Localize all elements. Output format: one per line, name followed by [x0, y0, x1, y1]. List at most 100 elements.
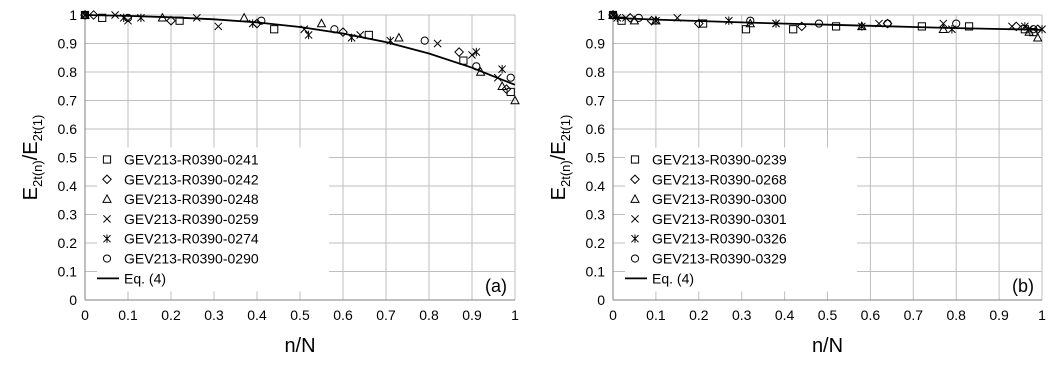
legend-marker	[102, 193, 112, 203]
data-point	[166, 15, 176, 26]
y-tick-label: 0.1	[58, 264, 78, 280]
legend-label: GEV213-R0390-0268	[652, 171, 787, 187]
data-point	[882, 18, 893, 29]
x-tick-label: 0.1	[646, 307, 666, 323]
legend-marker	[103, 234, 111, 243]
x-tick-label: 0.6	[861, 307, 881, 323]
legend-label: Eq. (4)	[124, 270, 166, 286]
data-point	[693, 18, 704, 29]
x-tick-label: 0.5	[290, 307, 310, 323]
data-point	[501, 84, 512, 95]
y-tick-label: 0.3	[586, 207, 606, 223]
legend-label: GEV213-R0390-0301	[652, 211, 787, 227]
legend-label: GEV213-R0390-0329	[652, 251, 787, 267]
x-tick-label: 0.9	[462, 307, 482, 323]
legend-box	[97, 147, 329, 292]
x-tick-label: 0	[81, 307, 89, 323]
data-point	[123, 13, 133, 22]
data-point	[634, 13, 643, 22]
y-tick-label: 0.9	[58, 36, 78, 52]
y-axis-label: E2t(n)/E2t(1)	[20, 115, 45, 201]
y-tick-label: 0.4	[586, 178, 606, 194]
y-tick-label: 0.4	[58, 178, 78, 194]
data-point	[938, 23, 949, 33]
legend-label: GEV213-R0390-0290	[124, 251, 259, 267]
y-tick-label: 0.3	[58, 207, 78, 223]
data-point	[304, 30, 313, 40]
y-tick-label: 0.8	[586, 64, 606, 80]
series-2	[80, 10, 512, 95]
data-point	[468, 50, 476, 59]
x-tick-label: 0.2	[161, 307, 181, 323]
data-point	[420, 36, 429, 45]
data-point	[939, 19, 948, 28]
legend-marker	[630, 174, 640, 185]
data-point	[394, 32, 404, 42]
y-axis-label-part: /E	[20, 141, 42, 160]
legend-marker	[103, 214, 111, 223]
y-tick-label: 0.5	[58, 150, 78, 166]
legend-label: Eq. (4)	[652, 270, 694, 286]
data-point	[88, 10, 99, 20]
x-tick-label: 0.3	[732, 307, 752, 323]
y-tick-label: 0.7	[58, 93, 78, 109]
data-point	[98, 13, 107, 22]
x-tick-label: 0.8	[946, 307, 966, 323]
legend-label: GEV213-R0390-0242	[124, 171, 259, 187]
legend-box	[625, 147, 857, 292]
x-tick-label: 1	[511, 307, 519, 323]
data-point	[651, 16, 660, 25]
legend-label: GEV213-R0390-0274	[124, 231, 259, 247]
data-point	[964, 22, 974, 31]
data-point	[698, 19, 708, 28]
data-point	[746, 16, 755, 25]
x-tick-label: 0.4	[247, 307, 267, 323]
legend-marker	[630, 193, 640, 203]
fit-line	[612, 17, 1043, 31]
x-tick-label: 0.1	[118, 307, 138, 323]
legend-label: GEV213-R0390-0300	[652, 191, 787, 207]
data-point	[1032, 32, 1043, 42]
data-point	[789, 25, 798, 34]
y-tick-label: 0.2	[58, 235, 78, 251]
y-tick-label: 0	[597, 292, 605, 308]
data-point	[952, 19, 961, 28]
x-tick-label: 0.5	[818, 307, 838, 323]
legend-label: GEV213-R0390-0239	[652, 152, 787, 168]
y-tick-label: 0.2	[586, 235, 606, 251]
y-tick-label: 1	[597, 7, 605, 23]
data-point	[433, 39, 442, 48]
y-tick-label: 0.6	[58, 121, 78, 137]
legend-marker	[102, 155, 112, 164]
data-point	[497, 80, 507, 90]
legend-label: GEV213-R0390-0241	[124, 152, 259, 168]
data-point	[741, 25, 751, 34]
x-tick-label: 0.4	[775, 307, 795, 323]
y-axis-label-part: 2t(1)	[558, 115, 573, 142]
y-tick-label: 0.1	[586, 264, 606, 280]
data-point	[257, 16, 266, 25]
chart-panel-a: 0 0.1 0.2 0.3 0.4 0.5 0.6 0.7 0.8 0.9 1 0 0.1 0.2 0.3 0…	[20, 7, 520, 357]
y-axis-label-part: E	[548, 187, 570, 200]
x-tick-label: 0.8	[419, 307, 439, 323]
legend-label: GEV213-R0390-0326	[652, 231, 787, 247]
data-point	[124, 16, 132, 25]
data-point	[270, 25, 279, 34]
data-point	[454, 47, 465, 57]
x-tick-label: 0.9	[989, 307, 1009, 323]
x-tick-label: 0.6	[333, 307, 353, 323]
y-axis-label-part: /E	[548, 141, 570, 160]
data-point	[831, 22, 841, 31]
y-tick-label: 0.8	[58, 64, 78, 80]
y-tick-label: 0.9	[586, 36, 606, 52]
x-tick-label: 0.7	[904, 307, 924, 323]
legend-marker	[102, 174, 112, 185]
y-axis-label-part: 2t(n)	[558, 160, 573, 187]
panel-label: (a)	[485, 276, 507, 296]
x-tick-label: 0.2	[689, 307, 709, 323]
legend-label: GEV213-R0390-0248	[124, 191, 259, 207]
x-axis-label: n/N	[812, 335, 843, 357]
data-point	[506, 73, 515, 82]
y-tick-label: 0.7	[586, 93, 606, 109]
